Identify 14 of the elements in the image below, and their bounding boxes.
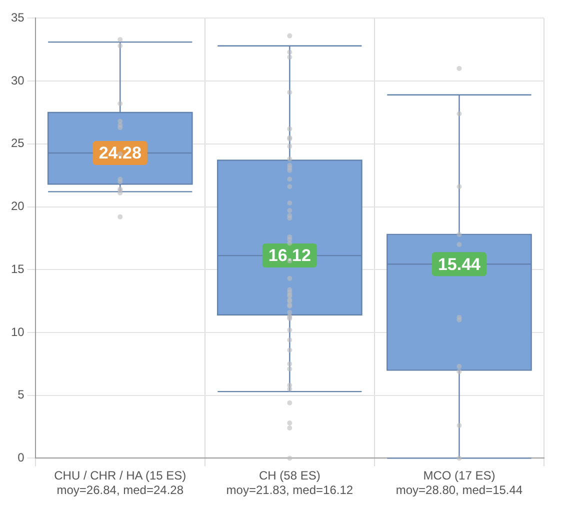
y-tick-label: 0 xyxy=(18,450,25,465)
x-tick-label: MCO (17 ES) moy=28.80, med=15.44 xyxy=(396,468,523,498)
x-tick-label: CH (58 ES) moy=21.83, med=16.12 xyxy=(226,468,354,498)
annotation: 16.12 xyxy=(268,246,311,266)
y-tick-label: 20 xyxy=(10,199,25,214)
y-tick-label: 10 xyxy=(10,324,25,339)
x-tick-label: CHU / CHR / HA (15 ES) moy=26.84, med=24.28 xyxy=(54,468,186,498)
y-tick-label: 5 xyxy=(18,388,25,402)
y-tick-label: 30 xyxy=(10,73,25,88)
y-tick-label: 35 xyxy=(10,10,25,25)
annotation: 15.44 xyxy=(438,254,482,274)
annotation: 24.28 xyxy=(98,144,142,163)
y-tick-label: 25 xyxy=(10,136,25,150)
y-tick-label: 15 xyxy=(10,262,25,276)
